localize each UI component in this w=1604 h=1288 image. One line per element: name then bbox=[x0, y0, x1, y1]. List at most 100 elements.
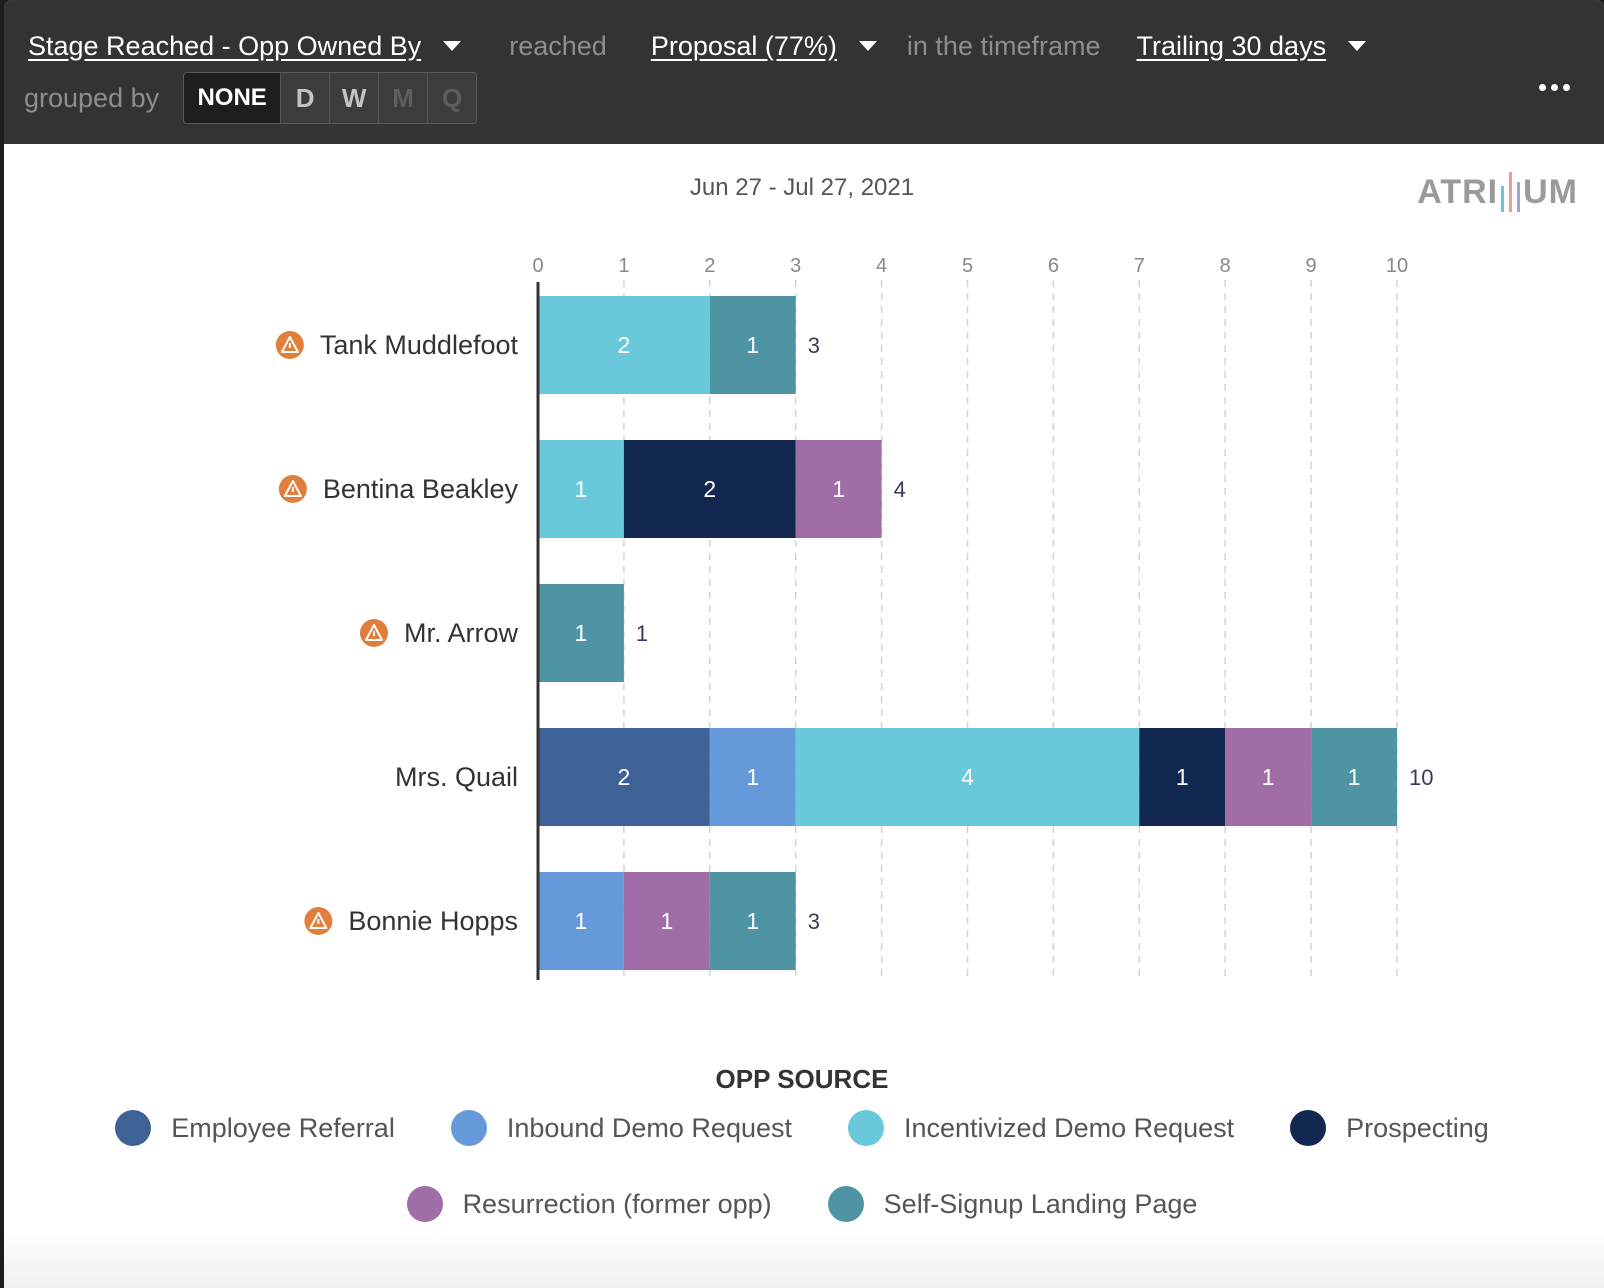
bar-value-label: 1 bbox=[746, 908, 759, 934]
chevron-down-icon bbox=[1348, 41, 1367, 51]
bar-segment[interactable] bbox=[709, 872, 796, 970]
warning-icon-triangle bbox=[280, 336, 299, 353]
bar-total-label: 3 bbox=[808, 909, 820, 934]
more-options-icon[interactable] bbox=[1539, 84, 1570, 91]
legend-item[interactable]: Incentivized Demo Request bbox=[848, 1110, 1234, 1146]
bar-segment[interactable] bbox=[795, 440, 882, 538]
timeframe-text: in the timeframe bbox=[906, 30, 1101, 61]
category-label: Mr. Arrow bbox=[404, 618, 519, 648]
bar-value-label: 1 bbox=[1262, 764, 1275, 790]
legend-item[interactable]: Employee Referral bbox=[115, 1110, 395, 1146]
bar-segment[interactable] bbox=[623, 440, 796, 538]
bar-value-label: 1 bbox=[746, 764, 759, 790]
chevron-down-icon bbox=[858, 41, 877, 51]
x-tick-label: 4 bbox=[876, 255, 887, 277]
grouping-toggle: NONE D W M Q bbox=[183, 72, 478, 124]
legend-item[interactable]: Resurrection (former opp) bbox=[406, 1186, 772, 1222]
bar-value-label: 1 bbox=[575, 620, 588, 646]
stacked-bar-chart: 0 1 2 3 4 5 6 7 8 9 10 2 1 3 Tank Muddlefoot 1 2 1 4 Bentin… bbox=[275, 255, 1433, 980]
bar-segment[interactable] bbox=[795, 728, 1140, 826]
warning-icon-triangle bbox=[309, 912, 328, 929]
chevron-down-icon bbox=[443, 41, 462, 51]
bar-segment[interactable] bbox=[538, 872, 624, 970]
metric-label: Stage Reached - Opp Owned By bbox=[28, 30, 422, 61]
bar-segment[interactable] bbox=[538, 296, 710, 394]
x-tick-label: 1 bbox=[618, 255, 629, 277]
legend-label: Prospecting bbox=[1346, 1112, 1489, 1143]
legend-label: Resurrection (former opp) bbox=[462, 1188, 772, 1219]
bar-value-label: 1 bbox=[1348, 764, 1361, 790]
grouped-by-text: grouped by bbox=[24, 82, 160, 113]
legend-title: OPP SOURCE bbox=[715, 1064, 889, 1094]
bar-segment[interactable] bbox=[1225, 728, 1312, 826]
bar-value-label: 1 bbox=[575, 476, 588, 502]
group-option-day[interactable]: D bbox=[280, 73, 330, 123]
x-tick-label: 10 bbox=[1386, 255, 1408, 277]
legend-label: Employee Referral bbox=[171, 1112, 395, 1143]
legend-swatch bbox=[827, 1186, 864, 1222]
bar-segment[interactable] bbox=[709, 296, 796, 394]
bar-value-label: 1 bbox=[1176, 764, 1189, 790]
legend-swatch bbox=[115, 1110, 152, 1146]
date-range: Jun 27 - Jul 27, 2021 bbox=[689, 174, 915, 201]
legend-item[interactable]: Self-Signup Landing Page bbox=[827, 1186, 1198, 1222]
x-tick-label: 3 bbox=[790, 255, 801, 277]
stage-label: Proposal (77%) bbox=[650, 30, 837, 61]
bar-value-label: 2 bbox=[618, 332, 631, 358]
bar-segment[interactable] bbox=[623, 872, 710, 970]
bar-value-label: 1 bbox=[575, 908, 588, 934]
bar-total-label: 3 bbox=[808, 333, 820, 358]
report-card: Stage Reached - Opp Owned By reached Pro… bbox=[4, 0, 1604, 1288]
x-tick-label: 9 bbox=[1306, 255, 1317, 277]
x-tick-label: 7 bbox=[1134, 255, 1145, 277]
legend-label: Inbound Demo Request bbox=[506, 1112, 792, 1143]
group-option-week[interactable]: W bbox=[329, 73, 379, 123]
x-tick-label: 2 bbox=[704, 255, 715, 277]
legend-swatch bbox=[406, 1186, 443, 1222]
category-label: Bonnie Hopps bbox=[348, 906, 518, 936]
bar-value-label: 2 bbox=[618, 764, 631, 790]
bar-segment[interactable] bbox=[1311, 728, 1397, 826]
timeframe-selector[interactable]: Trailing 30 days bbox=[1136, 30, 1367, 62]
logo-bars-icon bbox=[1501, 172, 1521, 212]
legend-item[interactable]: Inbound Demo Request bbox=[450, 1110, 792, 1146]
legend-swatch bbox=[1290, 1110, 1327, 1146]
bar-value-label: 1 bbox=[832, 476, 845, 502]
stage-selector[interactable]: Proposal (77%) bbox=[651, 31, 877, 62]
bar-segment[interactable] bbox=[1139, 728, 1226, 826]
bar-value-label: 1 bbox=[746, 332, 759, 358]
metric-selector[interactable]: Stage Reached - Opp Owned By bbox=[28, 30, 462, 62]
bar-value-label: 4 bbox=[961, 764, 974, 790]
legend-swatch bbox=[450, 1110, 487, 1146]
bar-segment[interactable] bbox=[538, 584, 624, 682]
bar-value-label: 2 bbox=[703, 476, 716, 502]
report-header: Stage Reached - Opp Owned By reached Pro… bbox=[4, 0, 1604, 144]
x-tick-label: 6 bbox=[1048, 255, 1059, 277]
bar-value-label: 1 bbox=[660, 908, 673, 934]
warning-icon-triangle bbox=[364, 624, 383, 641]
category-label: Bentina Beakley bbox=[323, 474, 519, 504]
legend-item[interactable]: Prospecting bbox=[1290, 1110, 1489, 1146]
footer-fade bbox=[4, 1228, 1604, 1288]
warning-icon-triangle bbox=[283, 480, 302, 497]
bar-total-label: 10 bbox=[1409, 765, 1433, 790]
category-label: Tank Muddlefoot bbox=[320, 330, 519, 360]
bar-segment[interactable] bbox=[538, 728, 710, 826]
reached-text: reached bbox=[509, 30, 607, 61]
x-tick-label: 0 bbox=[532, 255, 543, 277]
atrium-logo: ATRI UM bbox=[1417, 172, 1578, 212]
legend-label: Incentivized Demo Request bbox=[904, 1112, 1235, 1143]
x-tick-label: 5 bbox=[962, 255, 973, 277]
bar-segment[interactable] bbox=[709, 728, 796, 826]
bar-total-label: 1 bbox=[636, 621, 648, 646]
legend-label: Self-Signup Landing Page bbox=[883, 1188, 1198, 1219]
bar-segment[interactable] bbox=[538, 440, 624, 538]
category-label: Mrs. Quail bbox=[395, 762, 518, 792]
group-option-none[interactable]: NONE bbox=[184, 73, 281, 123]
group-option-month: M bbox=[378, 73, 428, 123]
chart-legend: Employee Referral Inbound Demo Request Inc… bbox=[0, 1110, 1604, 1222]
bar-total-label: 4 bbox=[894, 477, 906, 502]
x-tick-label: 8 bbox=[1220, 255, 1231, 277]
timeframe-label: Trailing 30 days bbox=[1136, 30, 1327, 61]
legend-swatch bbox=[848, 1110, 884, 1146]
